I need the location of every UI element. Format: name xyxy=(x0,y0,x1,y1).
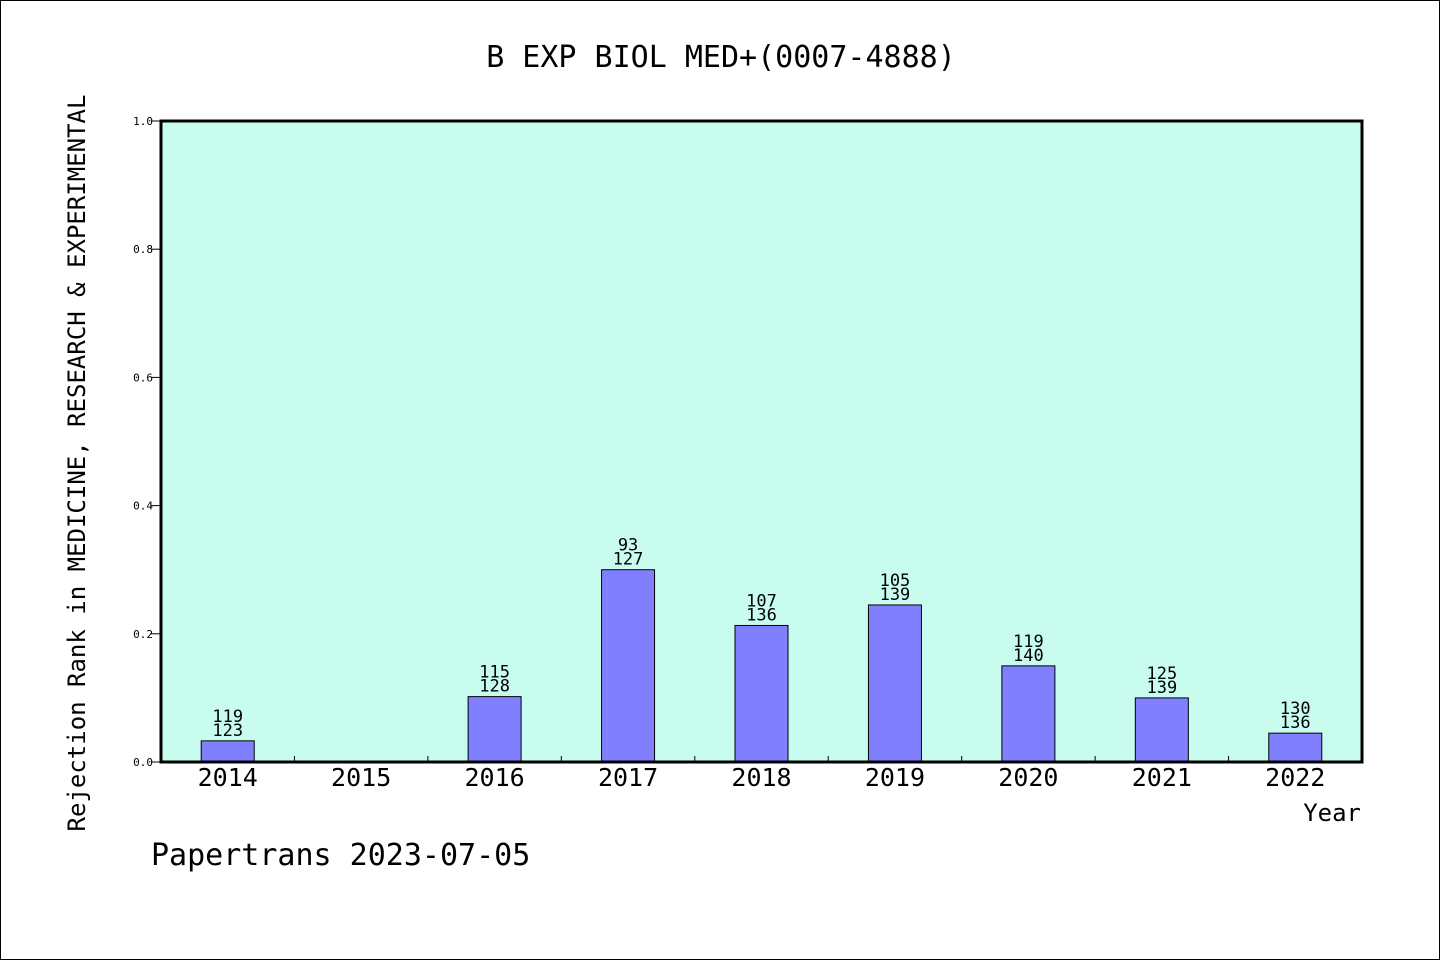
bar-label-top: 130 xyxy=(1280,699,1311,719)
plot-frame xyxy=(159,119,1364,764)
bar xyxy=(1134,697,1189,763)
x-axis-label: Year xyxy=(1303,799,1361,827)
bar-label-top: 125 xyxy=(1146,664,1177,684)
bar-label-bottom: 127 xyxy=(613,550,644,570)
y-axis-label: Rejection Rank in MEDICINE, RESEARCH & E… xyxy=(63,95,91,832)
footer-text: Papertrans 2023-07-05 xyxy=(151,838,530,873)
x-tick-label: 2016 xyxy=(465,763,525,792)
y-axis-ticks: 0.0 0.2 0.4 0.6 0.8 1.0 xyxy=(133,115,161,769)
bar-label-top: 93 xyxy=(618,536,638,556)
x-tick-label: 2015 xyxy=(331,763,391,792)
y-tick-label: 0.8 xyxy=(133,243,153,256)
bar-label-top: 115 xyxy=(479,663,510,683)
bar-label-bottom: 123 xyxy=(212,721,243,741)
bar xyxy=(467,696,522,763)
bar-label-bottom: 139 xyxy=(880,585,911,605)
y-tick-label: 1.0 xyxy=(133,115,153,128)
bar-label-bottom: 139 xyxy=(1146,678,1177,698)
bar-label-top: 105 xyxy=(880,571,911,591)
bar-label-bottom: 136 xyxy=(1280,713,1311,733)
bar-label-bottom: 128 xyxy=(479,677,510,697)
x-axis-ticks: 2014 2015 2016 2017 2018 2019 2020 2021 2022 xyxy=(198,756,1325,792)
bar xyxy=(200,740,255,763)
x-tick-label: 2020 xyxy=(998,763,1058,792)
x-tick-label: 2014 xyxy=(198,763,258,792)
y-tick-label: 0.4 xyxy=(133,500,153,513)
bar-label-bottom: 136 xyxy=(746,605,777,625)
bar-label-top: 119 xyxy=(1013,632,1044,652)
x-tick-label: 2022 xyxy=(1265,763,1325,792)
x-tick-label: 2021 xyxy=(1132,763,1192,792)
y-tick-label: 0.0 xyxy=(133,756,153,769)
bars-layer xyxy=(200,569,1323,763)
x-tick-label: 2019 xyxy=(865,763,925,792)
bar xyxy=(601,569,656,763)
bar-label-bottom: 140 xyxy=(1013,646,1044,666)
y-tick-label: 0.2 xyxy=(133,628,153,641)
bar xyxy=(867,604,922,763)
bar xyxy=(1268,732,1323,763)
bar xyxy=(1001,665,1056,763)
bar-label-top: 107 xyxy=(746,591,777,611)
x-tick-label: 2017 xyxy=(598,763,658,792)
x-tick-label: 2018 xyxy=(731,763,791,792)
bar xyxy=(734,624,789,763)
chart-title: B EXP BIOL MED+(0007-4888) xyxy=(486,40,956,75)
bar-labels-layer: 1191231151289312710713610513911914012513… xyxy=(212,536,1310,741)
y-tick-label: 0.6 xyxy=(133,371,153,384)
bar-label-top: 119 xyxy=(212,707,243,727)
